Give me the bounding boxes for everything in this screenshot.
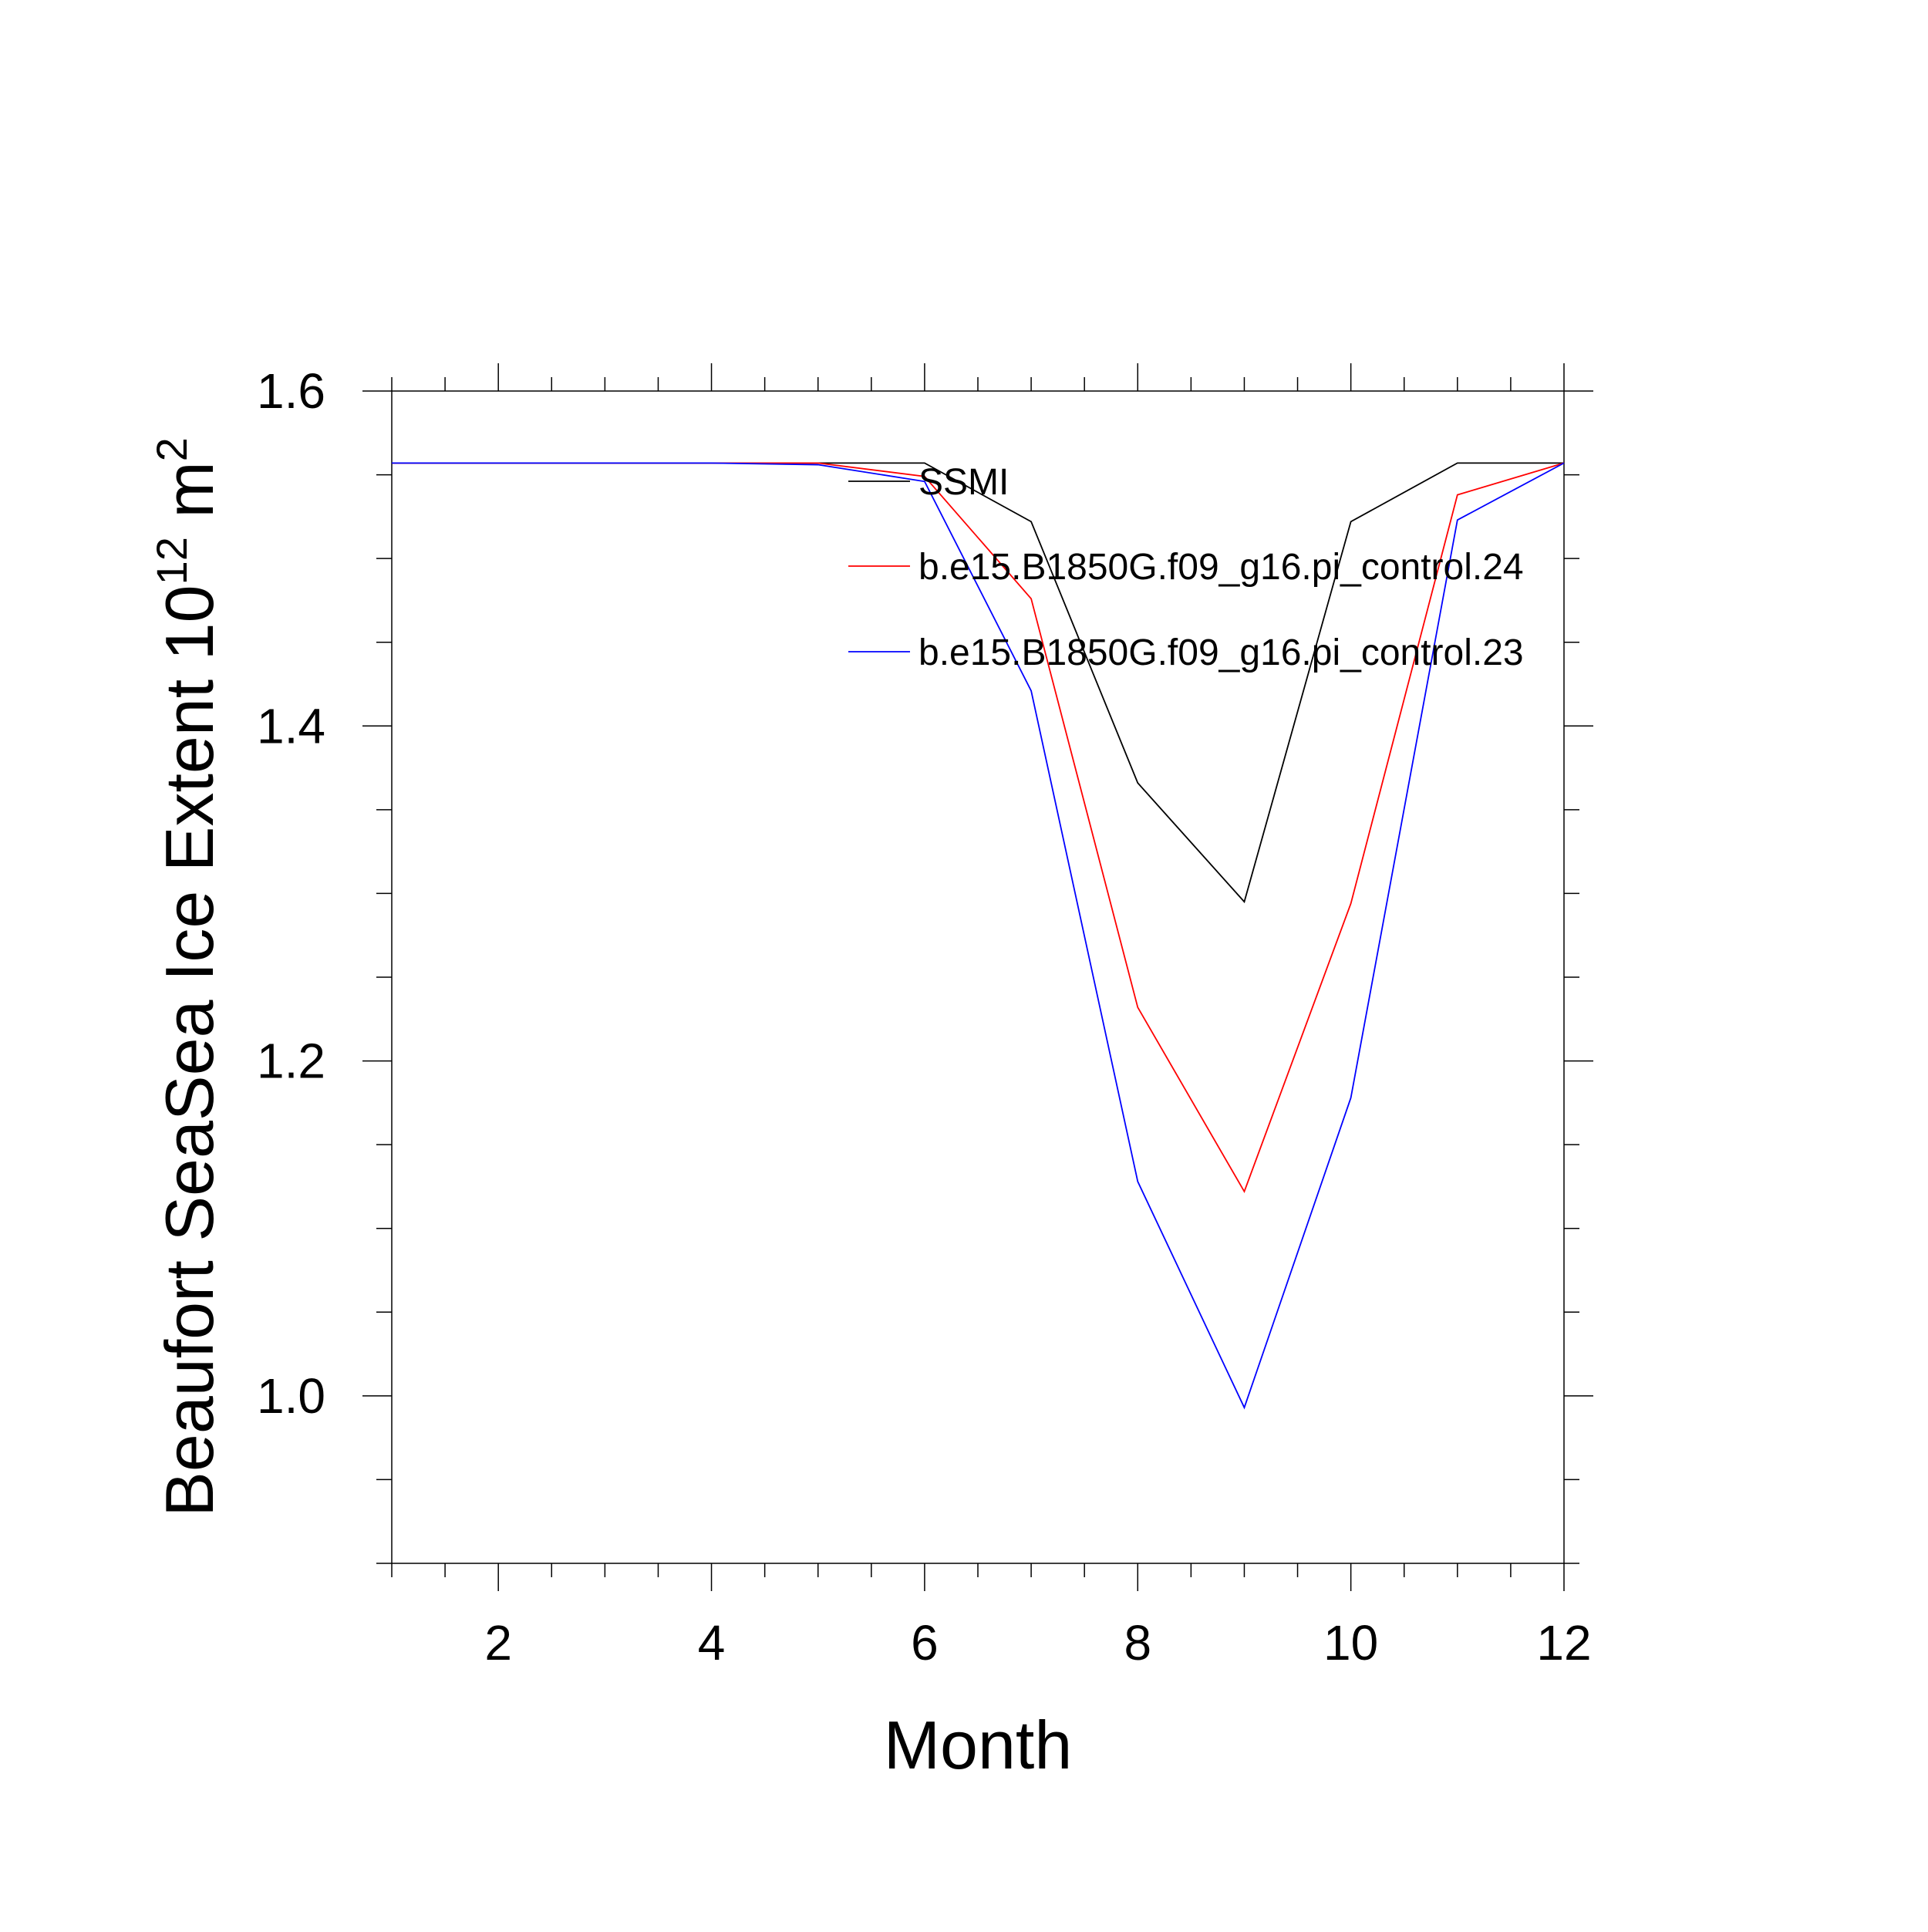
x-tick-label: 8 <box>1124 1615 1151 1671</box>
y-axis-title-unit: m <box>151 461 228 537</box>
legend-label-2: b.e15.B1850G.f09_g16.pi_control.24 <box>918 547 1524 588</box>
y-tick-label: 1.6 <box>257 363 325 419</box>
x-tick-label: 6 <box>911 1615 939 1671</box>
y-axis-title: Beaufort SeaSea Ice Extent 1012 m2 <box>147 437 228 1517</box>
series-line-3 <box>392 462 1565 1410</box>
y-tick-label: 1.0 <box>257 1368 325 1424</box>
ticks <box>362 363 1593 1591</box>
x-tick-labels: 2 4 6 8 10 12 <box>484 1615 1591 1671</box>
series-line-1 <box>392 462 1564 904</box>
x-tick-label: 10 <box>1323 1615 1378 1671</box>
y-axis-title-main: Beaufort SeaSea Ice Extent 10 <box>151 585 228 1516</box>
legend-label-1: SSMI <box>918 462 1009 503</box>
legend: SSMI b.e15.B1850G.f09_g16.pi_control.24 b.… <box>848 462 1524 673</box>
y-axis-title-unit-exponent: 2 <box>147 437 196 461</box>
y-axis-title-exponent: 12 <box>147 537 196 585</box>
series-lines <box>392 462 1565 1410</box>
x-tick-label: 12 <box>1536 1615 1591 1671</box>
y-tick-label: 1.2 <box>257 1033 325 1089</box>
y-tick-labels: 1.0 1.2 1.4 1.6 <box>257 363 325 1424</box>
x-tick-label: 2 <box>484 1615 512 1671</box>
legend-label-3: b.e15.B1850G.f09_g16.pi_control.23 <box>918 632 1524 673</box>
x-tick-label: 4 <box>698 1615 726 1671</box>
y-tick-label: 1.4 <box>257 698 325 754</box>
x-axis-title: Month <box>884 1707 1073 1783</box>
